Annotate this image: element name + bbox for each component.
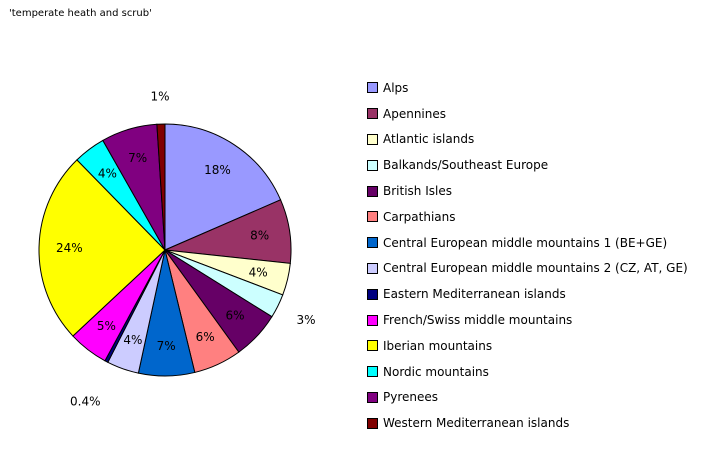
slice-label-2: 4% [249, 265, 268, 279]
legend-item-9: French/Swiss middle mountains [367, 307, 697, 333]
slice-label-4: 6% [225, 308, 244, 322]
slice-label-3: 3% [296, 313, 315, 327]
slice-label-6: 7% [157, 339, 176, 353]
legend-label-6: Central European middle mountains 1 (BE+… [383, 235, 668, 250]
legend-label-9: French/Swiss middle mountains [383, 313, 573, 328]
slice-label-0: 18% [204, 163, 231, 177]
slice-label-7: 4% [123, 333, 142, 347]
legend-swatch-3 [367, 159, 378, 171]
legend-swatch-2 [367, 133, 378, 145]
legend-item-8: Eastern Mediterranean islands [367, 281, 697, 307]
legend-swatch-9 [367, 314, 378, 326]
legend-swatch-6 [367, 237, 378, 249]
legend-label-3: Balkands/Southeast Europe [383, 158, 549, 173]
legend-label-13: Western Mediterranean islands [383, 416, 570, 431]
legend-item-3: Balkands/Southeast Europe [367, 152, 697, 178]
legend-item-1: Apennines [367, 101, 697, 127]
legend-item-11: Nordic mountains [367, 359, 697, 385]
slice-label-5: 6% [196, 330, 215, 344]
legend-swatch-8 [367, 288, 378, 300]
legend-swatch-10 [367, 340, 378, 352]
legend-item-7: Central European middle mountains 2 (CZ,… [367, 256, 697, 282]
slice-label-11: 4% [98, 167, 117, 181]
legend-item-0: Alps [367, 75, 697, 101]
slice-label-10: 24% [56, 241, 83, 255]
slice-label-12: 7% [128, 151, 147, 165]
legend-label-1: Apennines [383, 106, 446, 121]
legend-label-2: Atlantic islands [383, 132, 475, 147]
legend-item-10: Iberian mountains [367, 333, 697, 359]
legend-label-4: British Isles [383, 184, 452, 199]
legend-label-8: Eastern Mediterranean islands [383, 287, 566, 302]
chart-title: 'temperate heath and scrub' [9, 8, 152, 19]
legend-swatch-1 [367, 108, 378, 120]
legend-label-5: Carpathians [383, 209, 456, 224]
slice-label-8: 0.4% [70, 395, 101, 409]
pie-slice-13 [156, 123, 166, 251]
legend-swatch-7 [367, 262, 378, 274]
legend: Alps Apennines Atlantic islands Balkands/So… [367, 75, 697, 436]
legend-label-11: Nordic mountains [383, 364, 489, 379]
legend-item-13: Western Mediterranean islands [367, 410, 697, 436]
legend-label-7: Central European middle mountains 2 (CZ,… [383, 261, 688, 276]
legend-swatch-5 [367, 211, 378, 223]
legend-item-4: British Isles [367, 178, 697, 204]
legend-swatch-12 [367, 391, 378, 403]
legend-swatch-11 [367, 366, 378, 378]
legend-label-10: Iberian mountains [383, 338, 493, 353]
legend-item-5: Carpathians [367, 204, 697, 230]
pie-slice-10 [38, 159, 166, 337]
legend-item-6: Central European middle mountains 1 (BE+… [367, 230, 697, 256]
slice-label-13: 1% [150, 89, 169, 103]
legend-item-12: Pyrenees [367, 385, 697, 411]
pie-slice-0 [164, 123, 282, 251]
legend-item-2: Atlantic islands [367, 127, 697, 153]
slice-label-1: 8% [250, 229, 269, 243]
legend-label-0: Alps [383, 80, 409, 95]
slice-label-9: 5% [97, 319, 116, 333]
legend-label-12: Pyrenees [383, 390, 439, 405]
legend-swatch-0 [367, 82, 378, 94]
legend-swatch-13 [367, 417, 378, 429]
legend-swatch-4 [367, 185, 378, 197]
